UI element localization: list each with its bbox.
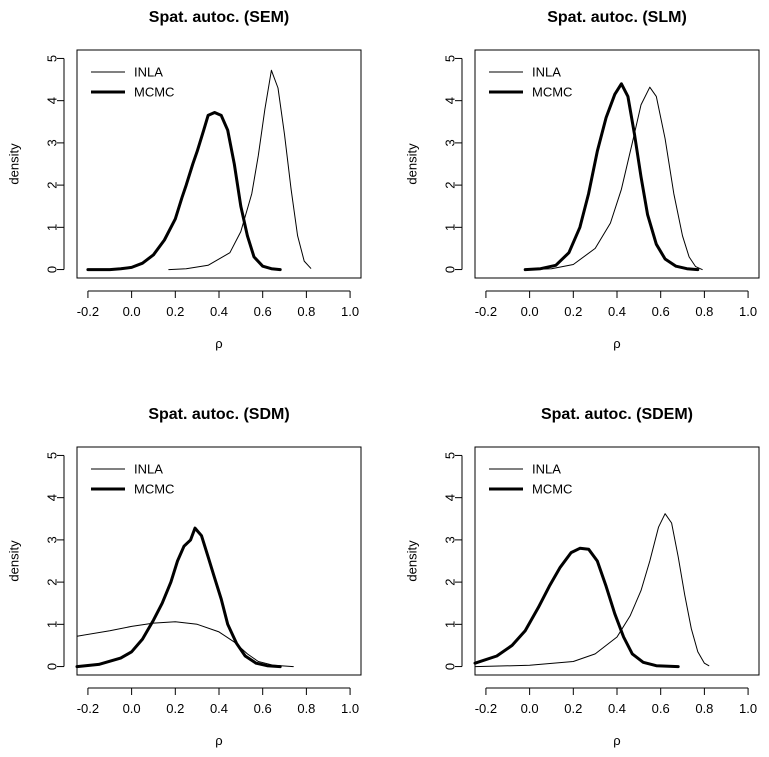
y-tick-label: 4 [443,494,458,501]
x-tick-label: 0.2 [564,701,582,716]
x-tick-label: 0.0 [521,304,539,319]
legend: INLA MCMC [489,462,572,497]
x-tick-label: 0.2 [564,304,582,319]
series-line-inla [168,69,312,271]
x-tick-label: -0.2 [475,304,497,319]
legend: INLA MCMC [489,65,572,100]
x-tick-label: 0.8 [695,701,713,716]
chart-panel-2: Spat. autoc. (SLM) -0.2 0.0 0.2 0.4 0.6 0.8 1.0… [405,9,760,351]
x-tick-label: -0.2 [77,701,99,716]
x-axis-label: ρ [613,733,620,748]
series-line-mcmc [86,111,282,272]
y-tick-label: 3 [45,536,60,543]
legend-label-inla: INLA [134,65,163,80]
x-tick-label: 0.6 [652,701,670,716]
y-tick-label: 1 [45,621,60,628]
x-axis-label: ρ [215,336,222,351]
legend-label-mcmc: MCMC [532,85,572,100]
x-tick-label: 0.8 [695,304,713,319]
y-tick-label: 1 [45,224,60,231]
plot-frame [76,446,362,676]
y-tick-label: 5 [45,452,60,459]
y-tick-label: 3 [45,139,60,146]
y-tick-label: 4 [443,97,458,104]
x-tick-label: 0.0 [123,304,141,319]
series-line-inla [474,513,710,668]
plot-frame [474,446,760,676]
chart-panel-4: Spat. autoc. (SDEM) -0.2 0.0 0.2 0.4 0.6 0.8 1.… [405,406,760,748]
x-axis-label: ρ [613,336,620,351]
y-tick-label: 3 [443,139,458,146]
x-tick-label: 1.0 [341,701,359,716]
chart-title: Spat. autoc. (SDEM) [541,406,693,423]
plot-frame [474,49,760,279]
y-axis-label: density [405,143,420,185]
chart-title: Spat. autoc. (SLM) [547,9,687,26]
y-tick-label: 4 [45,494,60,501]
series-line-inla [76,621,294,668]
x-tick-label: 0.4 [608,304,626,319]
legend-label-mcmc: MCMC [532,482,572,497]
legend-label-inla: INLA [532,65,561,80]
x-tick-label: -0.2 [77,304,99,319]
x-tick-label: 0.6 [254,701,272,716]
series-line-mcmc [75,526,282,669]
x-tick-label: 0.0 [521,701,539,716]
y-tick-label: 5 [45,55,60,62]
chart-title: Spat. autoc. (SDM) [148,406,289,423]
y-tick-label: 5 [443,55,458,62]
y-tick-label: 2 [45,181,60,188]
y-tick-label: 0 [45,663,60,670]
legend-label-mcmc: MCMC [134,85,174,100]
x-tick-label: 0.4 [210,304,228,319]
chart-title: Spat. autoc. (SEM) [149,9,289,26]
x-tick-label: 0.8 [297,701,315,716]
y-tick-label: 4 [45,97,60,104]
chart-panel-1: Spat. autoc. (SEM) -0.2 0.0 0.2 0.4 0.6 0.8 1.0… [7,9,362,351]
series-line-mcmc [523,82,700,272]
y-tick-label: 0 [45,266,60,273]
x-tick-label: 0.4 [210,701,228,716]
x-tick-label: 0.2 [166,304,184,319]
y-axis-label: density [405,540,420,582]
x-tick-label: 1.0 [341,304,359,319]
plot-frame [76,49,362,279]
x-axis-label: ρ [215,733,222,748]
series-line-mcmc [473,546,680,669]
x-tick-label: 0.2 [166,701,184,716]
x-tick-label: 1.0 [739,304,757,319]
x-tick-label: 0.4 [608,701,626,716]
y-axis-label: density [7,143,22,185]
x-tick-label: 0.6 [254,304,272,319]
x-tick-label: 0.0 [123,701,141,716]
y-tick-label: 2 [45,578,60,585]
y-tick-label: 5 [443,452,458,459]
legend: INLA MCMC [91,65,174,100]
y-tick-label: 1 [443,621,458,628]
series-line-inla [529,86,703,271]
legend-label-inla: INLA [134,462,163,477]
y-tick-label: 2 [443,181,458,188]
legend: INLA MCMC [91,462,174,497]
y-axis-label: density [7,540,22,582]
y-tick-label: 1 [443,224,458,231]
x-tick-label: 1.0 [739,701,757,716]
x-tick-label: -0.2 [475,701,497,716]
legend-label-mcmc: MCMC [134,482,174,497]
x-tick-label: 0.6 [652,304,670,319]
chart-panel-3: Spat. autoc. (SDM) -0.2 0.0 0.2 0.4 0.6 0.8 1.0… [7,406,362,748]
y-tick-label: 2 [443,578,458,585]
y-tick-label: 0 [443,266,458,273]
y-tick-label: 3 [443,536,458,543]
y-tick-label: 0 [443,663,458,670]
legend-label-inla: INLA [532,462,561,477]
x-tick-label: 0.8 [297,304,315,319]
